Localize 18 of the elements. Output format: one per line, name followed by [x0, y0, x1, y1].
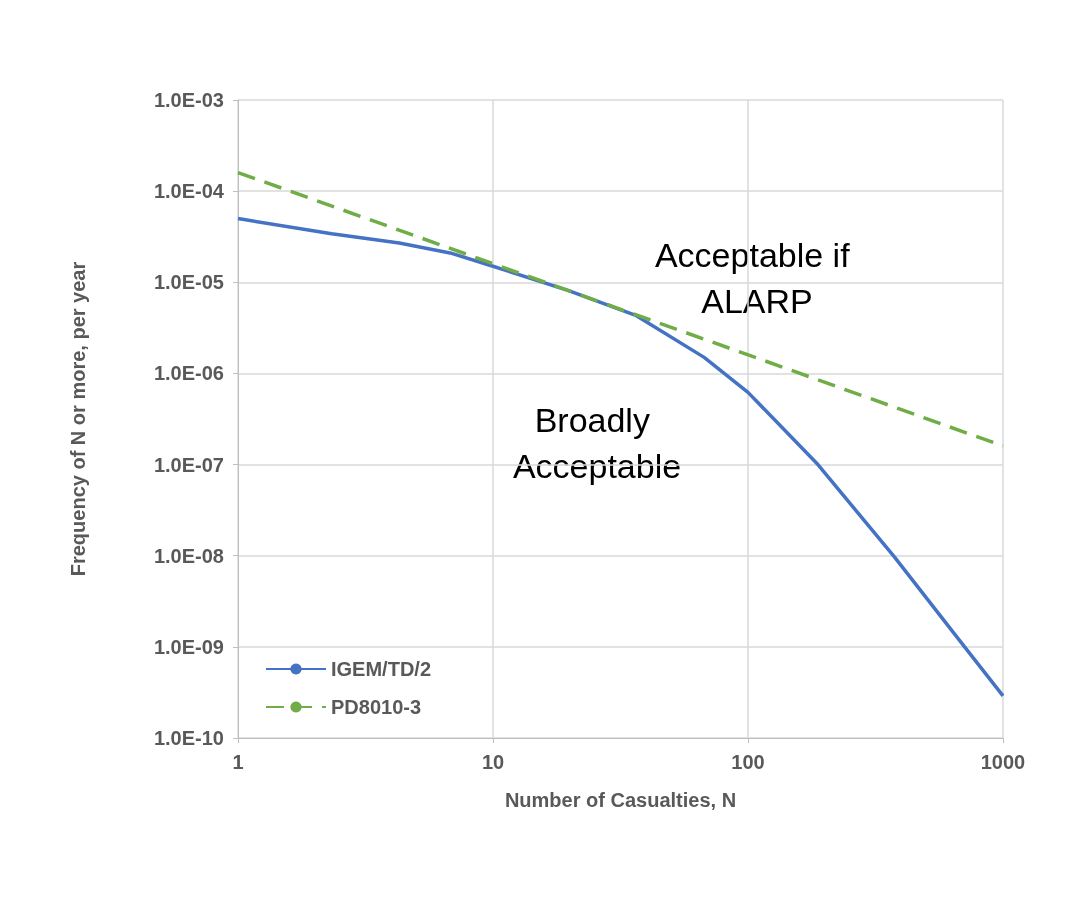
x-tick-label: 10: [481, 751, 505, 773]
y-tick-label: 1.0E-10: [153, 727, 224, 749]
x-tick-label: 1000: [980, 751, 1026, 773]
legend-label: PD8010-3: [331, 696, 422, 718]
y-axis-title: Frequency of N or more, per year: [67, 261, 89, 577]
legend-label: IGEM/TD/2: [331, 658, 432, 680]
y-tick-label: 1.0E-08: [153, 544, 224, 567]
y-tick-label: 1.0E-03: [153, 89, 224, 111]
x-tick-label: 1: [232, 751, 244, 773]
annotation: Broadly Acceptable: [512, 401, 682, 485]
y-tick-label: 1.0E-04: [153, 180, 225, 203]
y-tick-label: 1.0E-07: [153, 453, 224, 476]
annotation: Acceptable if ALARP: [654, 236, 860, 320]
y-tick-label: 1.0E-06: [153, 362, 224, 385]
y-tick-label: 1.0E-05: [153, 271, 224, 294]
x-tick-label: 100: [731, 751, 765, 773]
y-tick-label: 1.0E-09: [153, 635, 224, 658]
x-axis-title: Number of Casualties, N: [504, 789, 737, 811]
